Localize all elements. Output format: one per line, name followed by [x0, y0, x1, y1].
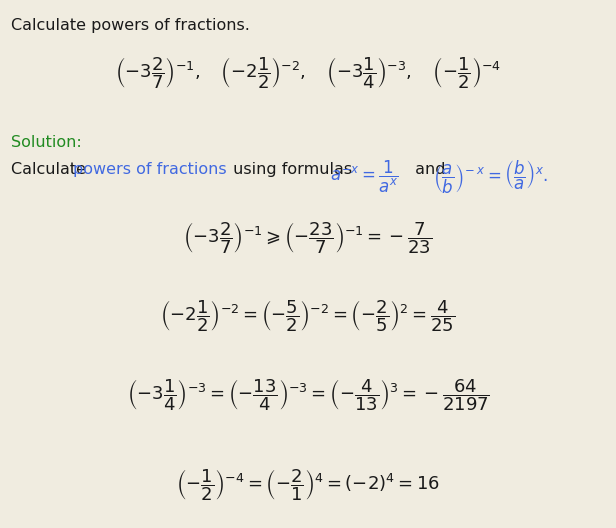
Text: and: and [410, 162, 450, 177]
Text: Solution:: Solution: [11, 135, 82, 149]
Text: $\left(\dfrac{a}{b}\right)^{\!-x} = \left(\dfrac{b}{a}\right)^{x}.$: $\left(\dfrac{a}{b}\right)^{\!-x} = \lef… [433, 158, 548, 195]
Text: $a^{-x} = \dfrac{1}{a^x}$: $a^{-x} = \dfrac{1}{a^x}$ [330, 158, 399, 195]
Text: powers of fractions: powers of fractions [73, 162, 226, 177]
Text: $\left(-3\dfrac{2}{7}\right)^{-1},\quad\left(-2\dfrac{1}{2}\right)^{-2},\quad\le: $\left(-3\dfrac{2}{7}\right)^{-1},\quad\… [115, 55, 501, 91]
Text: $\left(-\dfrac{1}{2}\right)^{-4} = \left(-\dfrac{2}{1}\right)^{4} = (-2)^4 = 16$: $\left(-\dfrac{1}{2}\right)^{-4} = \left… [176, 467, 440, 503]
Text: $\left(-3\dfrac{1}{4}\right)^{-3} = \left(-\dfrac{13}{4}\right)^{-3} = \left(-\d: $\left(-3\dfrac{1}{4}\right)^{-3} = \lef… [126, 378, 490, 413]
Text: Calculate: Calculate [11, 162, 91, 177]
Text: $\left(-2\dfrac{1}{2}\right)^{-2} = \left(-\dfrac{5}{2}\right)^{-2} = \left(-\df: $\left(-2\dfrac{1}{2}\right)^{-2} = \lef… [161, 298, 455, 334]
Text: using formulas: using formulas [228, 162, 357, 177]
Text: $\left(-3\dfrac{2}{7}\right)^{-1} \geqslant \left(-\dfrac{23}{7}\right)^{-1} = -: $\left(-3\dfrac{2}{7}\right)^{-1} \geqsl… [184, 220, 432, 256]
Text: Calculate powers of fractions.: Calculate powers of fractions. [11, 18, 250, 33]
